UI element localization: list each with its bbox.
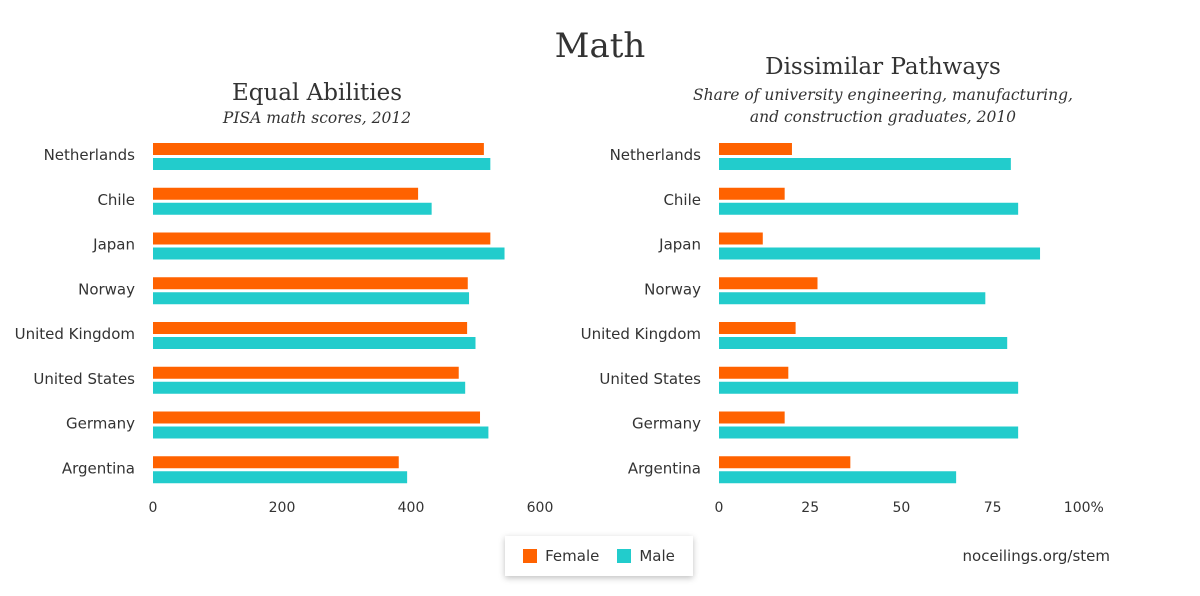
- left-bar-male: [153, 158, 491, 170]
- source-link[interactable]: noceilings.org/stem: [962, 547, 1110, 565]
- right-bar-male: [719, 381, 1019, 394]
- left-bar-female: [153, 187, 419, 200]
- left-bar-male: [153, 337, 476, 349]
- left-bar-female: [153, 411, 481, 424]
- right-x-tick-label: 25: [801, 500, 819, 516]
- left-x-tick-label: 400: [398, 500, 425, 516]
- left-chart-title: Equal Abilities: [232, 80, 402, 106]
- right-bar-male: [719, 292, 986, 305]
- right-category-label: Chile: [663, 191, 701, 209]
- left-category-label: Argentina: [62, 459, 135, 477]
- right-category-label: Argentina: [628, 459, 701, 477]
- left-bar-female: [153, 322, 468, 334]
- right-x-tick-label: 75: [984, 500, 1002, 516]
- right-chart-title: Dissimilar Pathways: [765, 54, 1001, 80]
- female-swatch: [523, 549, 538, 563]
- right-bar-female: [719, 187, 785, 200]
- right-x-tick-label: 0: [715, 500, 724, 516]
- left-bar-male: [153, 426, 489, 439]
- right-bar-male: [719, 158, 1011, 170]
- left-bar-male: [153, 202, 432, 215]
- right-bar-male: [719, 426, 1019, 439]
- left-category-label: United Kingdom: [15, 325, 135, 343]
- right-bar-female: [719, 322, 796, 334]
- left-bar-female: [153, 143, 484, 155]
- left-bar-female: [153, 232, 491, 245]
- left-bar-male: [153, 381, 466, 394]
- right-category-label: United States: [599, 370, 701, 388]
- right-bar-female: [719, 456, 851, 469]
- left-bar-male: [153, 247, 505, 260]
- left-x-tick-label: 200: [269, 500, 296, 516]
- right-chart-subtitle-line-1: Share of university engineering, manufac…: [693, 86, 1073, 104]
- male-swatch: [617, 549, 632, 563]
- right-category-label: United Kingdom: [581, 325, 701, 343]
- legend: Female Male: [505, 536, 693, 576]
- left-category-label: Chile: [97, 191, 135, 209]
- left-category-label: Germany: [66, 415, 135, 433]
- left-category-label: United States: [33, 370, 135, 388]
- right-bar-male: [719, 202, 1019, 215]
- left-bar-female: [153, 277, 468, 290]
- left-x-tick-label: 0: [149, 500, 158, 516]
- right-category-label: Norway: [644, 280, 701, 298]
- right-category-label: Japan: [658, 236, 701, 254]
- legend-item-female: Female: [523, 547, 599, 565]
- right-chart-subtitle-line-2: and construction graduates, 2010: [750, 108, 1016, 126]
- right-category-label: Netherlands: [610, 146, 702, 164]
- right-x-tick-label: 100%: [1064, 500, 1104, 516]
- left-bar-female: [153, 366, 459, 379]
- left-bar-male: [153, 471, 408, 484]
- right-bar-female: [719, 366, 789, 379]
- right-bar-male: [719, 337, 1008, 349]
- left-chart-subtitle: PISA math scores, 2012: [222, 109, 411, 127]
- right-bar-male: [719, 471, 957, 484]
- left-bar-male: [153, 292, 470, 305]
- legend-male-label: Male: [639, 547, 675, 565]
- left-x-tick-label: 600: [527, 500, 554, 516]
- left-category-label: Japan: [92, 236, 135, 254]
- right-bar-male: [719, 247, 1041, 260]
- legend-item-male: Male: [617, 547, 675, 565]
- legend-female-label: Female: [545, 547, 600, 565]
- right-x-tick-label: 50: [892, 500, 910, 516]
- right-bar-female: [719, 411, 785, 424]
- right-bar-female: [719, 277, 818, 290]
- left-category-label: Norway: [78, 280, 135, 298]
- right-bar-female: [719, 232, 763, 245]
- left-bar-female: [153, 456, 399, 469]
- left-category-label: Netherlands: [44, 146, 136, 164]
- main-title: Math: [555, 26, 646, 66]
- right-bar-female: [719, 143, 792, 155]
- right-category-label: Germany: [632, 415, 701, 433]
